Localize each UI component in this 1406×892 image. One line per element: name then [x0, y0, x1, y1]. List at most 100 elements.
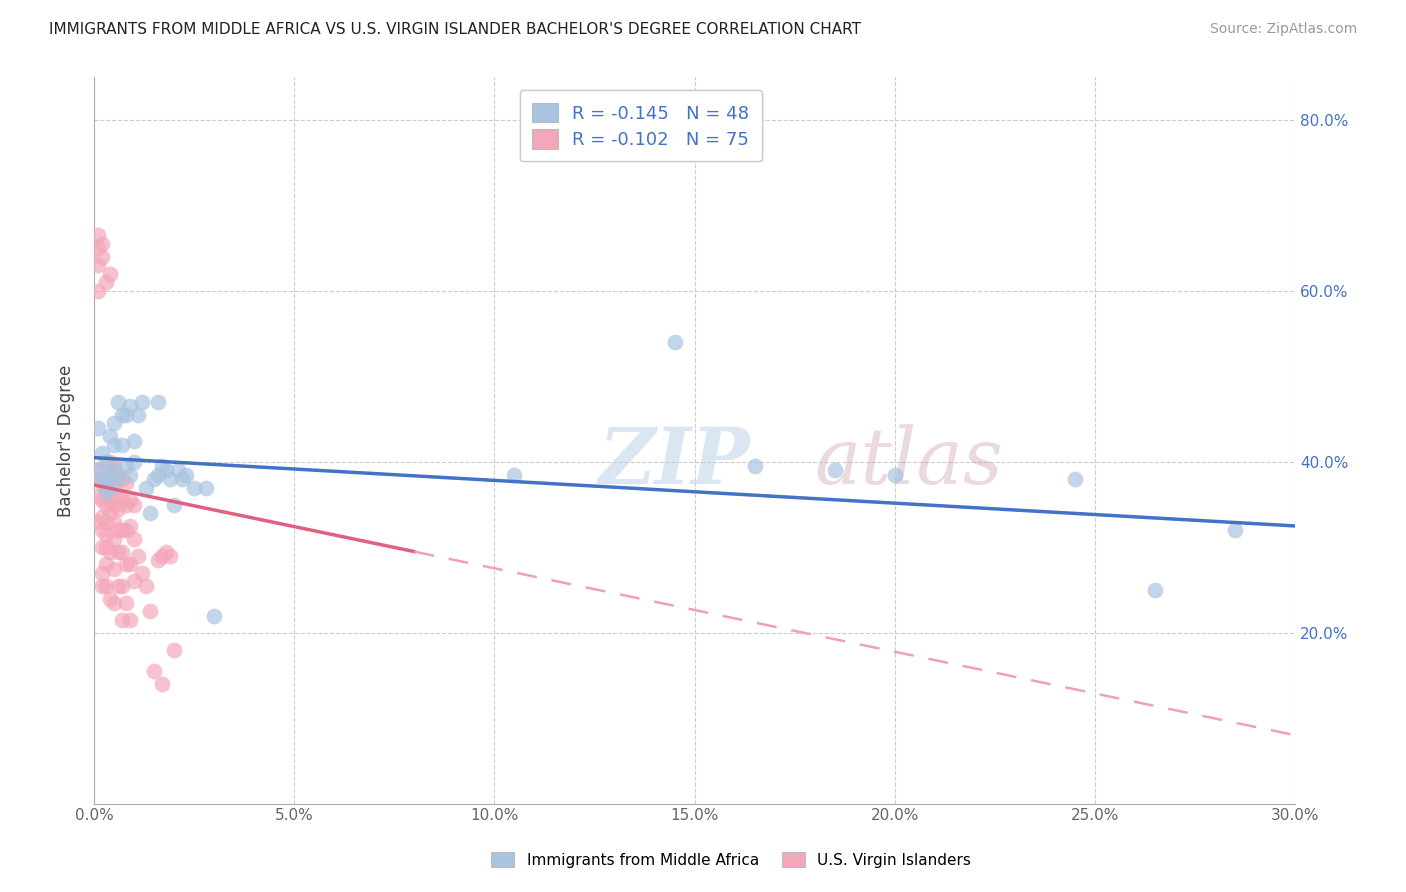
Point [170, 472, 193, 486]
Point [111, 544, 134, 558]
Point [122, 574, 145, 589]
Point [155, 463, 177, 477]
Point [118, 467, 141, 482]
Point [146, 467, 169, 482]
Point [94, 527, 117, 541]
Point [111, 472, 134, 486]
Point [111, 408, 134, 422]
Point [135, 579, 157, 593]
Point [103, 459, 125, 474]
Point [122, 434, 145, 448]
Point [135, 481, 157, 495]
Point [91, 523, 114, 537]
Point [103, 438, 125, 452]
Point [91, 250, 114, 264]
Point [159, 549, 181, 563]
Legend: Immigrants from Middle Africa, U.S. Virgin Islanders: Immigrants from Middle Africa, U.S. Virg… [485, 846, 977, 873]
Point [824, 463, 846, 477]
Point [98, 267, 121, 281]
Point [155, 544, 177, 558]
Point [111, 613, 134, 627]
Point [107, 489, 129, 503]
Point [98, 455, 121, 469]
Point [103, 463, 125, 477]
Point [94, 515, 117, 529]
Point [107, 501, 129, 516]
Point [87, 463, 110, 477]
Point [167, 463, 190, 477]
Point [744, 459, 766, 474]
Point [87, 463, 110, 477]
Text: Source: ZipAtlas.com: Source: ZipAtlas.com [1209, 22, 1357, 37]
Point [103, 596, 125, 610]
Point [103, 515, 125, 529]
Point [183, 481, 205, 495]
Legend: R = -0.145   N = 48, R = -0.102   N = 75: R = -0.145 N = 48, R = -0.102 N = 75 [520, 90, 762, 161]
Point [103, 532, 125, 546]
Point [163, 643, 186, 657]
Point [150, 549, 173, 563]
Text: IMMIGRANTS FROM MIDDLE AFRICA VS U.S. VIRGIN ISLANDER BACHELOR'S DEGREE CORRELAT: IMMIGRANTS FROM MIDDLE AFRICA VS U.S. VI… [49, 22, 862, 37]
Point [115, 596, 138, 610]
Point [94, 476, 117, 491]
Point [195, 481, 218, 495]
Point [103, 562, 125, 576]
Point [107, 579, 129, 593]
Point [94, 484, 117, 499]
Point [87, 472, 110, 486]
Point [98, 481, 121, 495]
Point [111, 493, 134, 508]
Point [118, 613, 141, 627]
Point [107, 467, 129, 482]
Point [111, 438, 134, 452]
Point [127, 549, 149, 563]
Point [98, 467, 121, 482]
Point [107, 544, 129, 558]
Point [139, 604, 162, 618]
Point [146, 553, 169, 567]
Point [139, 506, 162, 520]
Point [122, 532, 145, 546]
Point [91, 237, 114, 252]
Point [174, 467, 197, 482]
Point [94, 498, 117, 512]
Point [98, 506, 121, 520]
Point [118, 400, 141, 414]
Point [98, 472, 121, 486]
Point [94, 579, 117, 593]
Point [87, 515, 110, 529]
Point [115, 476, 138, 491]
Point [91, 476, 114, 491]
Point [1144, 582, 1167, 597]
Point [115, 459, 138, 474]
Point [122, 498, 145, 512]
Point [87, 284, 110, 298]
Point [94, 481, 117, 495]
Point [143, 664, 166, 678]
Point [111, 523, 134, 537]
Point [503, 467, 526, 482]
Point [202, 608, 225, 623]
Point [91, 493, 114, 508]
Point [115, 498, 138, 512]
Point [1064, 472, 1087, 486]
Point [118, 558, 141, 572]
Point [115, 523, 138, 537]
Point [91, 579, 114, 593]
Point [91, 541, 114, 555]
Point [131, 566, 153, 580]
Point [115, 558, 138, 572]
Point [143, 472, 166, 486]
Point [107, 472, 129, 486]
Point [131, 395, 153, 409]
Point [150, 459, 173, 474]
Point [87, 228, 110, 243]
Point [163, 498, 186, 512]
Text: ZIP: ZIP [599, 424, 751, 500]
Point [103, 481, 125, 495]
Point [150, 677, 173, 691]
Point [94, 472, 117, 486]
Point [98, 429, 121, 443]
Point [111, 579, 134, 593]
Point [664, 335, 686, 350]
